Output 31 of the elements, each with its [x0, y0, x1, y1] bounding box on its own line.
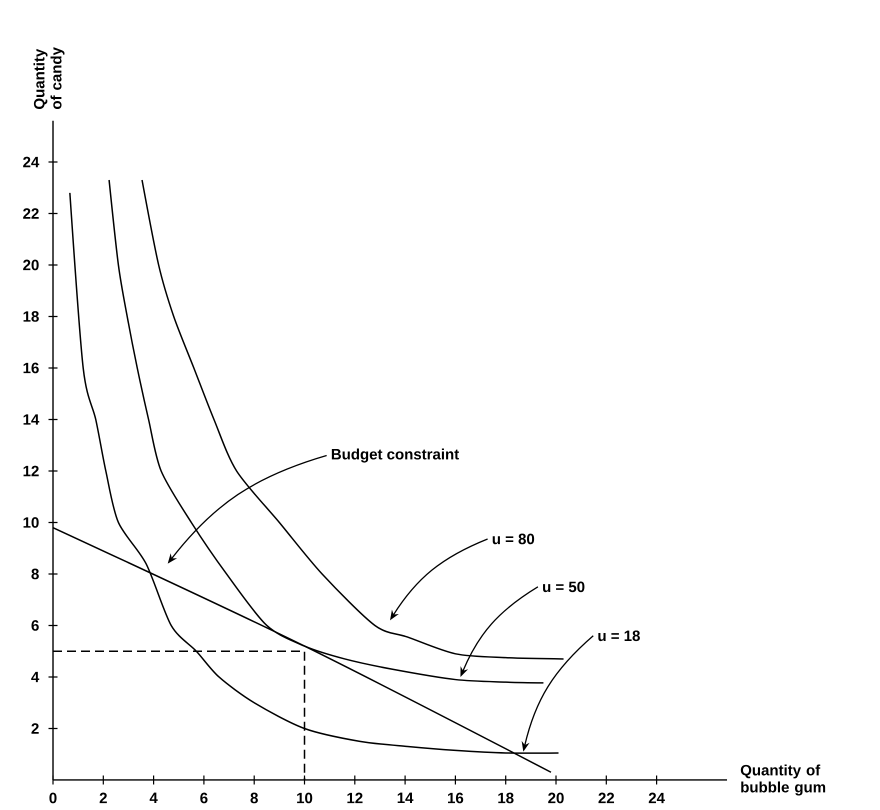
y-tick-label: 8: [31, 568, 39, 580]
x-tick-label: 8: [250, 792, 258, 804]
x-tick-label: 22: [598, 792, 614, 804]
annotation: u = 50: [543, 582, 584, 592]
x-tick-label: 0: [49, 792, 57, 804]
x-tick-label: 14: [398, 792, 414, 804]
y-tick-label: 10: [24, 517, 39, 528]
x-tick-label: 24: [648, 792, 665, 804]
x-tick-label: 4: [150, 792, 158, 804]
annotation: u = 18: [598, 630, 640, 642]
y-tick-label: 20: [23, 260, 39, 270]
y-tick-label: 6: [32, 620, 39, 631]
y-tick-label: 14: [24, 414, 40, 425]
y-tick-label: 2: [31, 723, 39, 734]
x-tick-label: 12: [347, 792, 363, 804]
x-tick-label: 6: [200, 792, 208, 804]
y-tick-label: 16: [24, 362, 39, 374]
x-axis-title: Quantity of bubble gum: [740, 764, 826, 796]
x-tick-label: 10: [297, 792, 312, 804]
x-tick-label: 18: [498, 792, 514, 804]
x-tick-label: 16: [448, 792, 464, 804]
y-axis-title: Quantity of candy: [34, 47, 64, 110]
y-tick-label: 24: [23, 156, 40, 168]
annotation: u = 80: [492, 534, 534, 544]
y-tick-label: 12: [24, 466, 39, 476]
x-tick-label: 2: [100, 792, 107, 804]
y-tick-label: 22: [23, 208, 39, 219]
y-tick-label: 18: [24, 311, 39, 322]
x-tick-label: 20: [548, 792, 564, 804]
y-tick-label: 4: [31, 672, 40, 682]
annotation: Budget constraint: [332, 448, 459, 463]
